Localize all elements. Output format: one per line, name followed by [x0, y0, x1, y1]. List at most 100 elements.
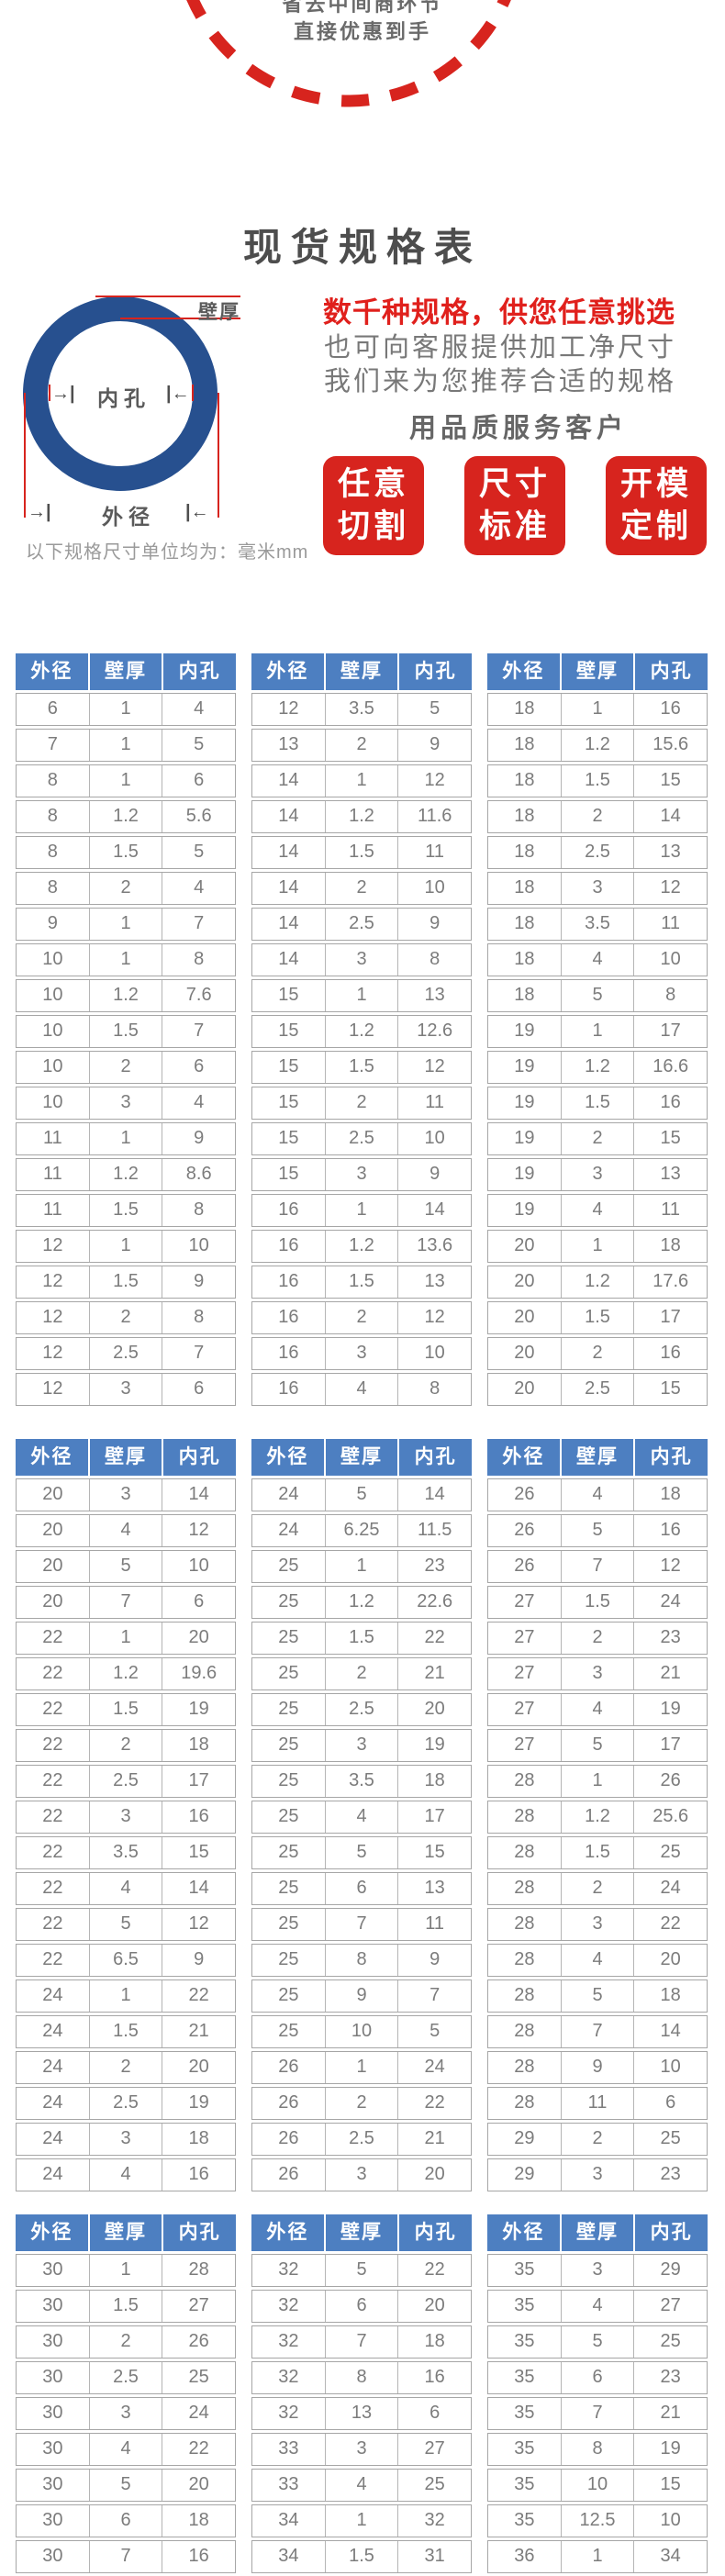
- table-cell: 3: [88, 2398, 162, 2429]
- table-cell: 1: [88, 944, 162, 976]
- table-row: 14 1.5 11: [251, 836, 472, 869]
- table-cell: 1.5: [560, 1587, 634, 1618]
- table-cell: 13: [397, 1873, 471, 1904]
- table-cell: 10: [397, 1123, 471, 1154]
- table-row: 13 2 9: [251, 729, 472, 762]
- table-cell: 6: [324, 1873, 398, 1904]
- table-cell: 2: [88, 2326, 162, 2358]
- table-cell: 23: [633, 2362, 707, 2393]
- table-cell: 2.5: [560, 837, 634, 868]
- table-cell: 30: [42, 2295, 63, 2315]
- spec-table: 外径 壁厚 内孔 6 1 4 7 1 5 8 1 6 8 1.2 5.6 8 1.5 5 8 2 4 9 1 7 10 1 8 10 1…: [16, 653, 236, 1406]
- table-row: 15 2.5 10: [251, 1122, 472, 1155]
- table-row: 20 7 6: [16, 1586, 236, 1619]
- table-cell: 2: [560, 1873, 634, 1904]
- table-cell: 22: [397, 2088, 471, 2119]
- table-row: 20 3 14: [16, 1478, 236, 1511]
- table-cell: 4: [560, 944, 634, 976]
- table-row: 32 7 18: [251, 2325, 472, 2359]
- column-header: 壁厚: [87, 653, 162, 690]
- table-row: 26 4 18: [487, 1478, 708, 1511]
- table-cell: 2: [560, 1123, 634, 1154]
- table-row: 11 1.2 8.6: [16, 1158, 236, 1191]
- table-cell: 25: [278, 1842, 299, 1862]
- table-cell: 22: [42, 1913, 63, 1934]
- table-row: 25 7 11: [251, 1908, 472, 1941]
- table-cell: 22: [42, 1663, 63, 1683]
- table-cell: 15: [278, 1020, 299, 1041]
- table-cell: 24: [278, 1520, 299, 1540]
- table-cell: 5: [88, 1551, 162, 1582]
- table-row: 18 1 16: [487, 693, 708, 726]
- table-cell: 23: [397, 1551, 471, 1582]
- promo-headline: 数千种规格，供您任意挑选: [323, 296, 675, 329]
- table-cell: 35: [514, 2510, 535, 2530]
- table-row: 22 3.5 15: [16, 1836, 236, 1869]
- table-cell: 10: [42, 985, 63, 1005]
- table-row: 35 6 23: [487, 2361, 708, 2394]
- table-cell: 34: [278, 2510, 299, 2530]
- table-cell: 16: [633, 1087, 707, 1119]
- table-cell: 1.5: [324, 837, 398, 868]
- table-cell: 7.6: [162, 980, 235, 1011]
- outer-diameter-arrow-left-icon: →|: [28, 502, 51, 522]
- table-row: 18 2 14: [487, 800, 708, 833]
- table-cell: 19: [162, 2088, 235, 2119]
- table-cell: 22: [42, 1627, 63, 1647]
- table-cell: 16: [162, 1801, 235, 1833]
- table-cell: 36: [514, 2546, 535, 2566]
- table-cell: 18: [633, 1231, 707, 1262]
- column-header: 外径: [30, 2222, 73, 2243]
- table-row: 10 2 6: [16, 1051, 236, 1084]
- table-row: 10 1 8: [16, 943, 236, 976]
- table-cell: 35: [514, 2295, 535, 2315]
- tube-diagram: 壁厚 →| 内孔 |← →| 外径 |← 以下规格尺寸单位均为：毫米mm: [0, 271, 312, 578]
- table-cell: 7: [560, 2398, 634, 2429]
- table-cell: 1.2: [88, 980, 162, 1011]
- table-cell: 30: [42, 2367, 63, 2387]
- spec-table-section-3: 外径 壁厚 内孔 30 1 28 30 1.5 27 30 2 26 30 2.5 25 30 3 24 30 4 22…: [16, 2214, 709, 2573]
- table-header-row: 外径 壁厚 内孔: [487, 2214, 708, 2251]
- table-cell: 21: [162, 2016, 235, 2047]
- table-row: 20 2 16: [487, 1337, 708, 1370]
- table-cell: 16: [633, 1338, 707, 1369]
- table-row: 27 5 17: [487, 1729, 708, 1762]
- table-row: 26 3 20: [251, 2158, 472, 2191]
- table-cell: 35: [514, 2403, 535, 2423]
- table-cell: 18: [397, 1766, 471, 1797]
- table-cell: 2.5: [88, 1338, 162, 1369]
- table-cell: 12: [162, 1515, 235, 1546]
- table-cell: 25: [278, 1949, 299, 1969]
- table-cell: 16: [162, 2541, 235, 2572]
- table-cell: 1.2: [88, 801, 162, 832]
- table-row: 8 1.5 5: [16, 836, 236, 869]
- table-row: 19 3 13: [487, 1158, 708, 1191]
- table-cell: 14: [278, 842, 299, 862]
- table-cell: 16: [278, 1235, 299, 1255]
- table-cell: 22: [42, 1699, 63, 1719]
- table-cell: 25: [278, 1663, 299, 1683]
- table-cell: 1: [88, 2255, 162, 2286]
- table-cell: 15: [278, 1092, 299, 1112]
- wall-leader-line-inner: [120, 318, 240, 319]
- table-row: 28 1 26: [487, 1765, 708, 1798]
- table-cell: 2: [324, 1658, 398, 1689]
- table-cell: 6: [633, 2088, 707, 2119]
- column-header: 壁厚: [87, 1439, 162, 1476]
- table-cell: 9: [162, 1123, 235, 1154]
- table-cell: 1: [560, 694, 634, 725]
- table-cell: 10: [324, 2016, 398, 2047]
- table-row: 22 4 14: [16, 1872, 236, 1905]
- table-cell: 11.6: [397, 801, 471, 832]
- table-row: 26 1 24: [251, 2051, 472, 2084]
- table-cell: 28: [514, 1949, 535, 1969]
- table-cell: 1.2: [324, 1016, 398, 1047]
- table-cell: 12: [42, 1378, 63, 1399]
- table-row: 10 1.2 7.6: [16, 979, 236, 1012]
- spec-table: 外径 壁厚 内孔 26 4 18 26 5 16 26 7 12 27 1.5 24 27 2 23 27 3 21 27…: [487, 1439, 708, 2191]
- table-cell: 16: [278, 1199, 299, 1220]
- table-cell: 12: [42, 1271, 63, 1291]
- column-header: 内孔: [397, 1439, 472, 1476]
- table-cell: 20: [633, 1945, 707, 1976]
- table-row: 16 1.5 13: [251, 1266, 472, 1299]
